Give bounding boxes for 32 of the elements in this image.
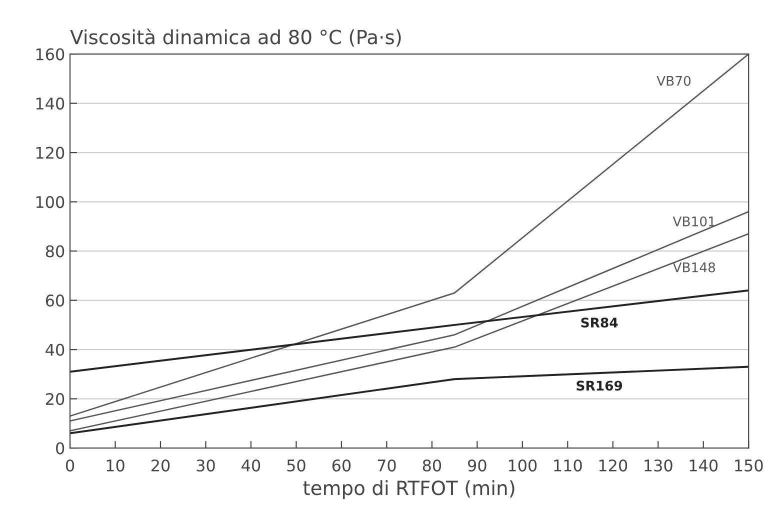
x-tick-label: 80 xyxy=(422,459,442,472)
x-tick-label: 30 xyxy=(196,459,215,472)
x-tick-label: 20 xyxy=(152,459,170,472)
y-tick-label: 160 xyxy=(36,48,64,60)
y-axis-title: Viscosità dinamica ad 80 °C (Pa·s) xyxy=(70,28,401,47)
x-tick-label: 40 xyxy=(242,459,260,472)
x-tick-label: 150 xyxy=(735,459,763,472)
y-tick-label: 100 xyxy=(36,196,64,208)
series-label: SR84 xyxy=(581,318,618,328)
y-tick-label: 60 xyxy=(46,294,64,307)
x-tick-label: 130 xyxy=(644,459,672,472)
x-tick-label: 0 xyxy=(66,459,74,472)
x-tick-label: 140 xyxy=(690,459,718,472)
series-label: VB101 xyxy=(672,216,715,226)
y-tick-label: 0 xyxy=(56,442,64,454)
y-tick-label: 120 xyxy=(36,146,64,159)
x-tick-label: 110 xyxy=(554,459,582,472)
y-tick-label: 140 xyxy=(36,98,64,110)
x-tick-label: 10 xyxy=(106,459,124,472)
x-axis-title: tempo di RTFOT (min) xyxy=(303,480,514,499)
x-tick-label: 90 xyxy=(468,459,486,472)
x-tick-label: 50 xyxy=(287,459,306,472)
x-tick-label: 120 xyxy=(599,459,628,472)
y-tick-label: 80 xyxy=(46,245,64,258)
y-tick-label: 40 xyxy=(46,344,64,356)
x-tick-label: 100 xyxy=(508,459,537,472)
series-label: SR169 xyxy=(576,380,622,391)
x-tick-label: 60 xyxy=(332,459,351,472)
series-label: VB70 xyxy=(656,76,691,86)
series-label: VB148 xyxy=(672,262,716,272)
y-tick-label: 20 xyxy=(46,393,64,406)
x-tick-label: 70 xyxy=(378,459,396,472)
